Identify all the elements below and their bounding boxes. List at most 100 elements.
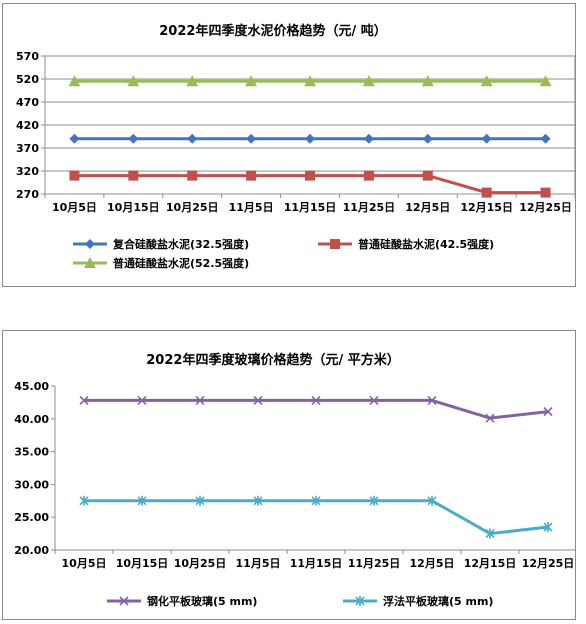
data-point [79,395,89,405]
legend-marker [84,257,96,268]
y-tick-label: 30.00 [14,478,49,491]
legend-marker [85,239,95,249]
data-point [485,528,495,539]
y-tick-label: 570 [16,50,39,63]
data-point-shape [187,133,198,144]
data-point-shape [311,495,321,506]
data-point-shape [543,407,553,417]
legend-label: 复合硅酸盐水泥(32.5强度) [112,237,249,251]
chart-title: 2022年四季度水泥价格趋势（元/ 吨） [159,23,386,39]
data-point [305,170,315,181]
data-point-shape [69,133,80,144]
data-point [422,170,433,181]
data-point [137,395,147,405]
data-point [245,75,258,87]
data-point [481,187,492,198]
x-tick-label: 10月15日 [107,201,160,214]
data-point [127,75,140,87]
y-tick-label: 470 [16,96,39,109]
data-point [305,133,315,144]
data-point-shape [186,75,199,87]
data-point [481,133,492,144]
data-point [195,495,205,506]
x-tick-label: 10月25日 [166,201,219,214]
data-point-shape [427,395,437,405]
data-point-shape [422,170,433,181]
data-point [543,522,553,533]
y-tick-label: 45.00 [14,380,49,393]
data-point [422,133,433,144]
cement-price-chart: 2022年四季度水泥价格趋势（元/ 吨） 270 320 370 420 470 520 5… [2,3,576,287]
data-point-shape [246,133,257,144]
data-point [195,395,205,405]
data-point [369,495,379,506]
x-tick-label: 11月5日 [229,201,274,214]
x-tick-label: 10月25日 [174,557,227,570]
data-point-shape [195,495,205,506]
data-point-shape [369,395,379,405]
data-point [480,75,493,87]
data-point [362,75,375,87]
y-tick-label: 520 [16,73,39,86]
data-point-shape [187,170,198,181]
data-point [128,170,139,181]
data-point-shape [128,170,139,181]
data-point-shape [363,170,374,181]
data-point-shape [540,133,551,144]
data-point [69,170,80,181]
data-point [540,187,551,198]
y-tick-label: 35.00 [14,446,49,459]
x-tick-label: 10月15日 [116,557,169,570]
data-point-shape [540,187,551,198]
data-point-shape [539,75,552,87]
data-point [540,133,551,144]
y-tick-label: 25.00 [14,511,49,524]
y-tick-label: 40.00 [14,413,49,426]
data-point-shape [79,395,89,405]
data-point-shape [253,495,263,506]
data-point-shape [68,75,81,87]
series-line [84,398,549,420]
data-point-shape [311,395,321,405]
data-point-shape [69,170,80,181]
data-point-shape [481,133,492,144]
x-tick-label: 10月5日 [52,201,97,214]
data-point [363,170,374,181]
data-point-shape [79,495,89,506]
legend-label: 钢化平板玻璃(5 mm) [147,594,257,608]
data-point [79,495,89,506]
data-point-shape [362,75,375,87]
data-point-shape [422,133,433,144]
data-point-shape [127,75,140,87]
legend-label: 普通硅酸盐水泥(42.5强度) [358,237,494,251]
data-point [246,133,257,144]
data-point [128,133,139,144]
y-tick-label: 370 [16,142,39,155]
y-tick-label: 420 [16,119,39,132]
data-point-shape [363,133,374,144]
legend-label: 浮法平板玻璃(5 mm) [383,594,493,608]
data-point-shape [137,495,147,506]
data-point-shape [304,75,316,87]
x-tick-label: 11月5日 [236,557,281,570]
data-point [427,495,437,506]
cement-chart-svg: 2022年四季度水泥价格趋势（元/ 吨） 270 320 370 420 470 520 5… [16,23,575,270]
x-tick-label: 10月5日 [62,557,107,570]
data-point-shape [128,133,139,144]
legend-marker [119,596,129,606]
legend-marker [330,239,340,249]
x-tick-label: 12月5日 [405,201,450,214]
y-tick-label: 320 [16,165,39,178]
x-tick-label: 12月25日 [522,557,575,570]
x-tick-label: 11月25日 [343,201,396,214]
data-point-shape [480,75,493,87]
data-point [69,133,80,144]
data-point [363,133,374,144]
legend-marker [355,596,365,606]
data-point [246,170,257,181]
glass-chart-svg: 2022年四季度玻璃价格趋势（元/ 平方米） 20.00 25.00 30.00 35… [14,352,575,608]
chart-title: 2022年四季度玻璃价格趋势（元/ 平方米） [146,352,399,368]
legend-marker-shape [330,239,340,249]
data-point [304,75,316,87]
y-tick-label: 270 [16,188,39,201]
